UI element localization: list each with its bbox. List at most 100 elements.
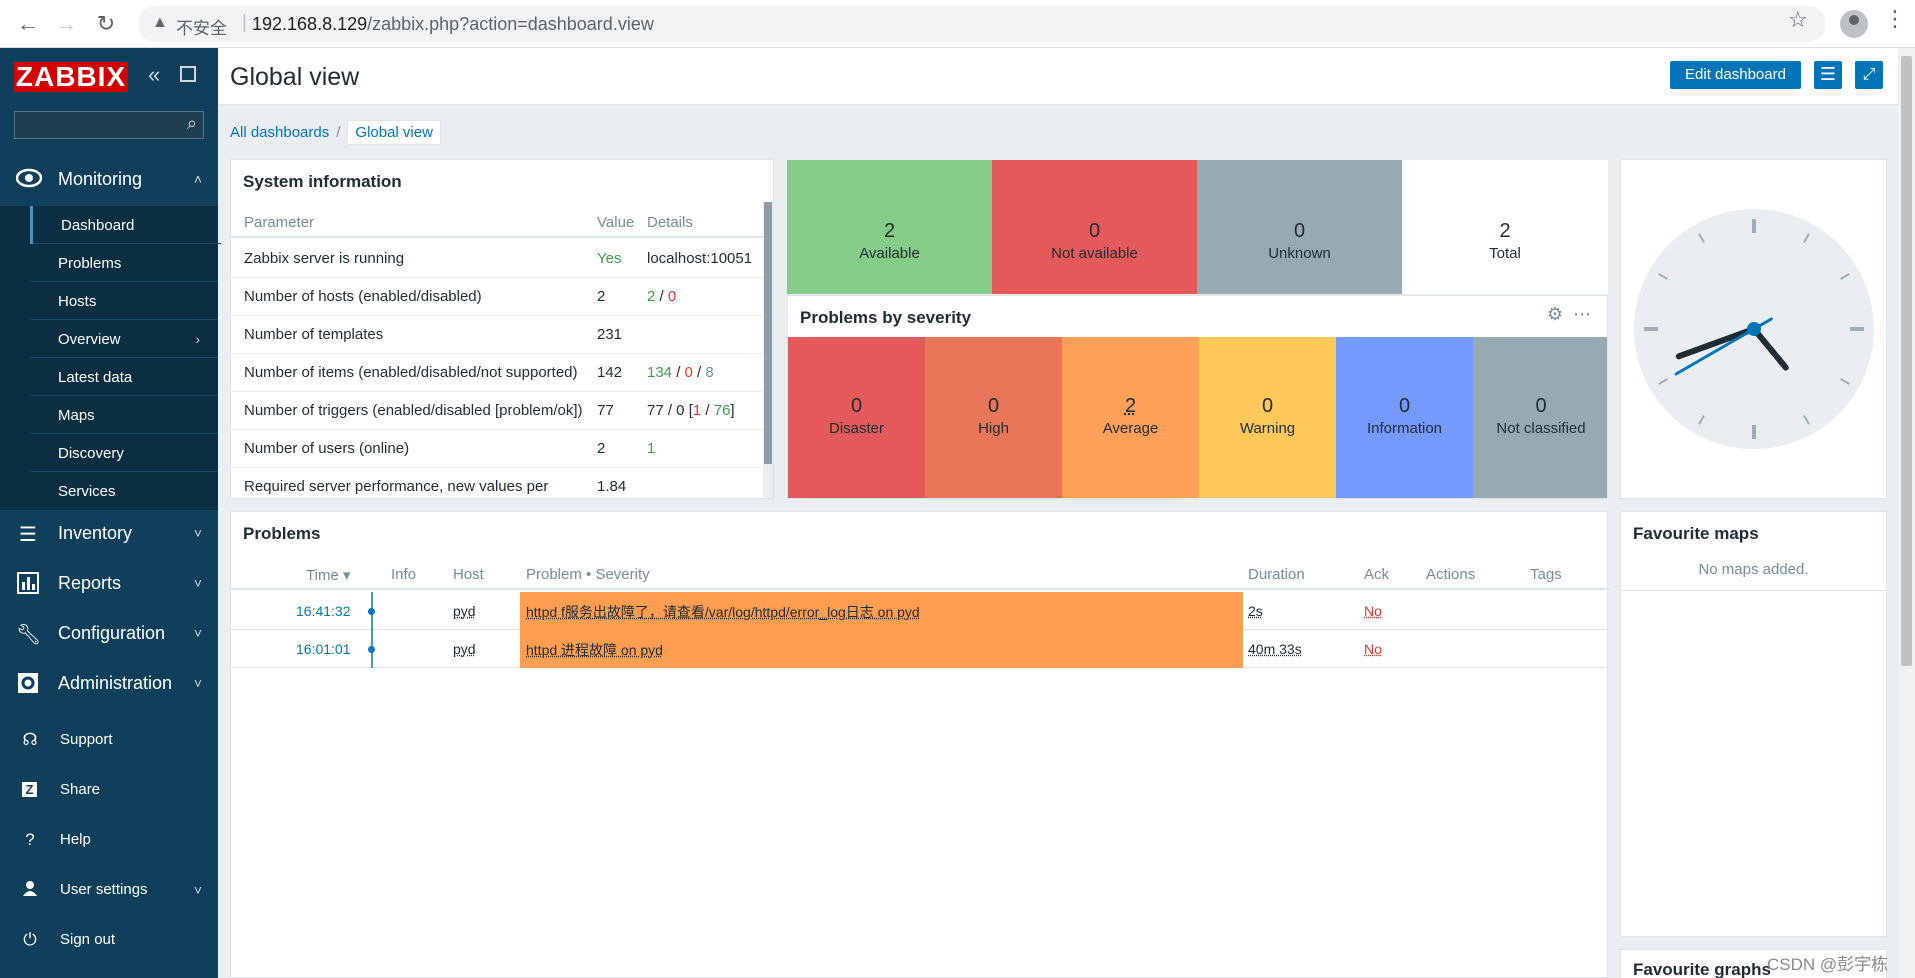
sidebar-item-services[interactable]: Services: [30, 472, 218, 510]
breadcrumb-all-dashboards[interactable]: All dashboards: [230, 124, 330, 141]
fullscreen-icon[interactable]: ⤢: [1855, 61, 1883, 89]
sidebar-item-maps[interactable]: Maps: [30, 396, 218, 434]
breadcrumb-current[interactable]: Global view: [347, 120, 441, 145]
host-availability-available[interactable]: 2 Available: [787, 160, 992, 294]
problem-name[interactable]: httpd f服务出故障了，请查看/var/log/httpd/error_lo…: [520, 592, 1243, 630]
row-details: 77 / 0 [1 / 76]: [647, 402, 735, 419]
search-icon[interactable]: ⌕: [186, 113, 197, 133]
availability-count: 0: [1293, 220, 1306, 242]
row-details: 2 / 0: [647, 288, 677, 305]
severity-information[interactable]: 0 Information: [1336, 337, 1473, 498]
problems-widget: Problems Time ▾ Info Host Problem • Seve…: [230, 511, 1609, 978]
dashboard-actions-menu-icon[interactable]: ☰: [1814, 61, 1842, 89]
analog-clock: [1634, 209, 1874, 449]
severity-high[interactable]: 0 High: [925, 337, 1062, 498]
sidebar-item-discovery[interactable]: Discovery: [30, 434, 218, 472]
severity-count: 0: [1261, 395, 1274, 417]
sidebar-help[interactable]: ? Help: [0, 818, 218, 862]
forward-icon[interactable]: →: [55, 11, 77, 36]
kiosk-mode-icon[interactable]: [180, 66, 196, 82]
clock-widget: [1620, 159, 1887, 499]
sidebar-search-input[interactable]: ⌕: [14, 111, 204, 139]
severity-count: 0: [1398, 395, 1411, 417]
menu-configuration[interactable]: 🔧︎ Configuration ˅: [0, 610, 218, 660]
reload-icon[interactable]: ↻: [96, 11, 116, 36]
sidebar-item-dashboard[interactable]: Dashboard: [30, 206, 221, 244]
sidebar-item-label: Latest data: [58, 369, 133, 386]
problem-duration[interactable]: 2s: [1248, 603, 1263, 619]
problem-time[interactable]: 16:41:32: [296, 603, 351, 619]
problem-host[interactable]: pyd: [453, 641, 476, 657]
page-title: Global view: [230, 63, 360, 91]
menu-reports[interactable]: Reports ˅: [0, 560, 218, 610]
row-parameter: Number of hosts (enabled/disabled): [244, 288, 482, 305]
scrollbar-thumb[interactable]: [764, 202, 772, 464]
availability-count: 2: [883, 220, 896, 242]
sidebar-item-latest-data[interactable]: Latest data: [30, 358, 218, 396]
widget-scrollbar[interactable]: [763, 202, 773, 498]
host-availability-unknown[interactable]: 0 Unknown: [1197, 160, 1402, 294]
row-value: 1.84: [597, 478, 627, 495]
severity-not-classified[interactable]: 0 Not classified: [1473, 337, 1607, 498]
gear-icon[interactable]: ⚙: [1546, 304, 1563, 324]
problem-host[interactable]: pyd: [453, 603, 476, 619]
host-availability-total[interactable]: 2 Total: [1402, 160, 1608, 294]
widget-controls: ⚙ ⋯: [1547, 304, 1591, 325]
collapse-sidebar-icon[interactable]: «: [148, 62, 161, 87]
col-actions: Actions: [1426, 566, 1476, 583]
chevron-down-icon: ˅: [193, 575, 202, 591]
sidebar-sign-out[interactable]: ⏻ Sign out: [0, 918, 218, 962]
page-header: Global view Edit dashboard ☰ ⤢: [218, 48, 1898, 105]
warning-icon: ▲: [152, 14, 168, 31]
problem-ack[interactable]: No: [1364, 603, 1382, 619]
sidebar-item-overview[interactable]: Overview ›: [30, 320, 218, 358]
sidebar-support[interactable]: ☊ Support: [0, 718, 218, 762]
widget-title: Problems by severity: [800, 308, 972, 327]
availability-label: Total: [1489, 245, 1521, 262]
host-availability-not-available[interactable]: 0 Not available: [992, 160, 1197, 294]
sidebar-user-settings-label: User settings: [60, 881, 148, 898]
timeline-dot: [368, 646, 375, 653]
menu-administration-label: Administration: [58, 673, 173, 693]
sidebar-user-settings[interactable]: User settings ˅: [0, 868, 218, 912]
row-value: Yes: [597, 250, 622, 267]
back-icon[interactable]: ←: [17, 11, 39, 36]
menu-inventory[interactable]: ☰ Inventory ˅: [0, 510, 218, 560]
severity-label: Information: [1366, 420, 1443, 437]
zabbix-logo[interactable]: ZABBIX: [14, 61, 128, 92]
edit-dashboard-button[interactable]: Edit dashboard: [1670, 61, 1801, 89]
severity-average[interactable]: 2 Average: [1062, 337, 1199, 498]
browser-menu-icon[interactable]: ⋮: [1884, 6, 1906, 31]
sidebar-item-hosts[interactable]: Hosts: [30, 282, 218, 320]
col-time[interactable]: Time ▾: [306, 567, 351, 584]
menu-reports-label: Reports: [58, 573, 122, 593]
profile-avatar[interactable]: [1840, 10, 1868, 38]
row-value: 231: [597, 326, 623, 343]
address-bar[interactable]: ▲ 不安全 | 192.168.8.129/zabbix.php?action=…: [138, 6, 1826, 42]
url-text[interactable]: 192.168.8.129/zabbix.php?action=dashboar…: [252, 14, 654, 35]
sidebar-item-label: Discovery: [58, 445, 124, 462]
bookmark-star-icon[interactable]: ☆: [1788, 7, 1808, 32]
clock-tick: [1698, 415, 1705, 425]
sidebar-help-label: Help: [60, 831, 91, 848]
hour-hand: [1751, 326, 1789, 371]
problem-duration[interactable]: 40m 33s: [1248, 641, 1302, 657]
problem-ack[interactable]: No: [1364, 641, 1382, 657]
empty-message: No maps added.: [1698, 561, 1809, 578]
scrollbar-thumb[interactable]: [1901, 56, 1912, 666]
favourite-maps-widget: Favourite maps No maps added.: [1620, 511, 1887, 937]
problem-name[interactable]: httpd 进程故障 on pyd: [520, 630, 1243, 668]
sidebar-item-problems[interactable]: Problems: [30, 244, 218, 282]
menu-monitoring[interactable]: Monitoring ˄: [0, 156, 218, 206]
more-icon[interactable]: ⋯: [1573, 304, 1591, 324]
menu-administration[interactable]: Administration ˅: [0, 660, 218, 710]
monitoring-submenu: Dashboard Problems Hosts Overview › Lates…: [0, 206, 221, 510]
problem-time[interactable]: 16:01:01: [296, 641, 351, 657]
sidebar-share[interactable]: Z Share: [0, 768, 218, 812]
page-scrollbar[interactable]: [1898, 48, 1915, 978]
table-header: Parameter Value Details: [231, 204, 765, 238]
severity-disaster[interactable]: 0 Disaster: [788, 337, 925, 498]
severity-warning[interactable]: 0 Warning: [1199, 337, 1336, 498]
clock-tick: [1658, 273, 1668, 280]
severity-count[interactable]: 2: [1124, 395, 1137, 417]
